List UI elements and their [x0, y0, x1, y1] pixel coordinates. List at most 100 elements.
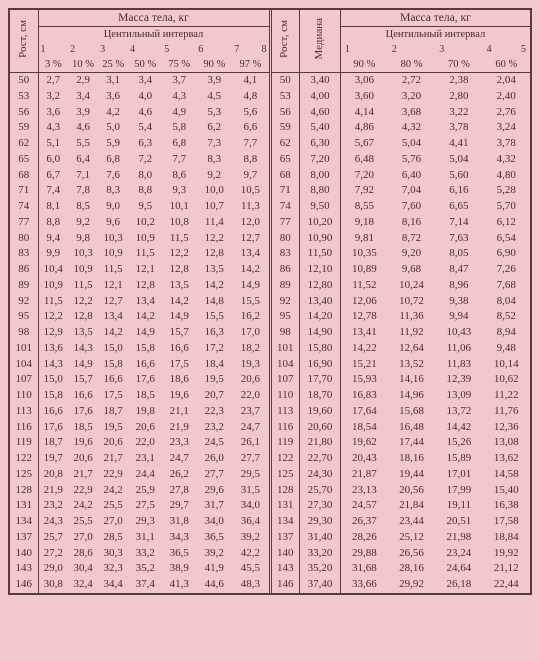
value-cell: 12,7: [232, 231, 268, 247]
value-cell: 11,06: [435, 341, 482, 357]
table-row: 11918,719,620,622,023,324,526,1: [10, 435, 269, 451]
value-cell: 24,57: [340, 498, 387, 514]
value-cell: 35,2: [128, 561, 162, 577]
value-cell: 3,4: [128, 73, 162, 89]
median-cell: 15,80: [300, 341, 341, 357]
value-cell: 11,76: [483, 404, 530, 420]
value-cell: 15,7: [68, 372, 98, 388]
value-cell: 15,0: [98, 341, 128, 357]
table-row: 11015,816,617,518,519,620,722,0: [10, 388, 269, 404]
interval-num: 4: [128, 43, 162, 58]
value-cell: 18,2: [232, 341, 268, 357]
value-cell: 13,09: [435, 388, 482, 404]
value-cell: 31,68: [340, 561, 387, 577]
percentile-label: 3 %: [38, 57, 68, 73]
value-cell: 23,24: [435, 546, 482, 562]
value-cell: 23,2: [196, 420, 232, 436]
value-cell: 3,2: [38, 89, 68, 105]
value-cell: 12,2: [196, 231, 232, 247]
value-cell: 22,9: [98, 467, 128, 483]
table-row: 12219,720,621,723,124,726,027,7: [10, 451, 269, 467]
value-cell: 16,6: [68, 388, 98, 404]
value-cell: 27,7: [232, 451, 268, 467]
value-cell: 21,12: [483, 561, 530, 577]
value-cell: 9,18: [340, 215, 387, 231]
value-cell: 7,92: [340, 183, 387, 199]
value-cell: 10,9: [98, 246, 128, 262]
value-cell: 17,0: [232, 325, 268, 341]
value-cell: 15,26: [435, 435, 482, 451]
value-cell: 14,42: [435, 420, 482, 436]
value-cell: 9,8: [68, 231, 98, 247]
median-cell: 22,70: [300, 451, 341, 467]
rost-cell: 140: [272, 546, 300, 562]
value-cell: 14,16: [388, 372, 435, 388]
interval-num: 1: [38, 43, 68, 58]
value-cell: 20,6: [98, 435, 128, 451]
value-cell: 19,3: [232, 357, 268, 373]
value-cell: 16,6: [128, 357, 162, 373]
table-row: 11620,6018,5416,4814,4212,36: [272, 420, 531, 436]
value-cell: 3,24: [483, 120, 530, 136]
value-cell: 21,7: [98, 451, 128, 467]
value-cell: 34,0: [232, 498, 268, 514]
value-cell: 12,1: [98, 278, 128, 294]
value-cell: 5,67: [340, 136, 387, 152]
value-cell: 11,22: [483, 388, 530, 404]
rost-cell: 83: [272, 246, 300, 262]
value-cell: 23,1: [128, 451, 162, 467]
value-cell: 3,9: [196, 73, 232, 89]
value-cell: 6,4: [68, 152, 98, 168]
value-cell: 11,5: [162, 231, 196, 247]
value-cell: 18,7: [38, 435, 68, 451]
rost-cell: 137: [10, 530, 38, 546]
value-cell: 25,12: [388, 530, 435, 546]
rost-cell: 62: [272, 136, 300, 152]
value-cell: 15,5: [196, 309, 232, 325]
table-row: 12222,7020,4318,1615,8913,62: [272, 451, 531, 467]
value-cell: 13,41: [340, 325, 387, 341]
value-cell: 17,2: [196, 341, 232, 357]
table-row: 9514,2012,7811,369,948,52: [272, 309, 531, 325]
median-cell: 7,20: [300, 152, 341, 168]
right-panel: Рост, см Медиана Масса тела, кг Центильн…: [269, 10, 531, 593]
table-row: 563,63,94,24,64,95,35,6: [10, 105, 269, 121]
value-cell: 3,22: [435, 105, 482, 121]
table-row: 7710,209,188,167,146,12: [272, 215, 531, 231]
value-cell: 25,7: [38, 530, 68, 546]
table-row: 10715,015,716,617,618,619,520,6: [10, 372, 269, 388]
rost-cell: 71: [272, 183, 300, 199]
value-cell: 19,62: [340, 435, 387, 451]
value-cell: 8,04: [483, 294, 530, 310]
value-cell: 17,58: [483, 514, 530, 530]
value-cell: 26,56: [388, 546, 435, 562]
table-row: 14630,832,434,437,441,344,648,3: [10, 577, 269, 593]
value-cell: 8,5: [68, 199, 98, 215]
value-cell: 24,7: [162, 451, 196, 467]
value-cell: 14,58: [483, 467, 530, 483]
value-cell: 16,2: [232, 309, 268, 325]
percentile-row: 3 %10 %25 %50 %75 %90 %97 %: [10, 57, 269, 73]
rost-cell: 98: [10, 325, 38, 341]
median-cell: 10,90: [300, 231, 341, 247]
value-cell: 18,7: [98, 404, 128, 420]
value-cell: 27,7: [196, 467, 232, 483]
value-cell: 2,04: [483, 73, 530, 89]
table-row: 9814,9013,4111,9210,438,94: [272, 325, 531, 341]
percentile-label: 90 %: [196, 57, 232, 73]
value-cell: 5,3: [196, 105, 232, 121]
value-cell: 6,7: [38, 168, 68, 184]
interval-number-row: 12345678: [10, 43, 269, 58]
rost-cell: 68: [272, 168, 300, 184]
value-cell: 6,2: [196, 120, 232, 136]
value-cell: 2,7: [38, 73, 68, 89]
median-cell: 27,30: [300, 498, 341, 514]
rost-cell: 107: [10, 372, 38, 388]
value-cell: 33,66: [340, 577, 387, 593]
value-cell: 5,0: [98, 120, 128, 136]
value-cell: 14,9: [68, 357, 98, 373]
massa-header-r: Масса тела, кг: [340, 10, 530, 27]
value-cell: 8,52: [483, 309, 530, 325]
value-cell: 5,6: [232, 105, 268, 121]
value-cell: 7,4: [38, 183, 68, 199]
